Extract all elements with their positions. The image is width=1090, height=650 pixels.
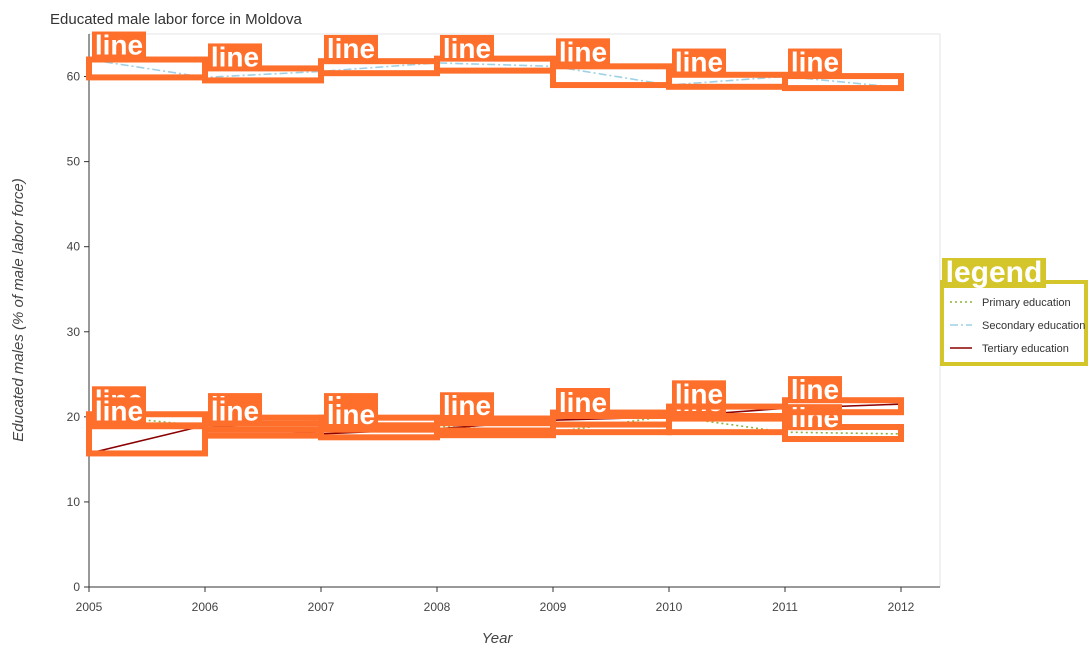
segment-tag: line xyxy=(440,390,494,421)
segment-box xyxy=(86,422,208,457)
segment-box xyxy=(782,424,904,443)
segment-tag-label: line xyxy=(675,47,723,78)
segment-tag-label: line xyxy=(791,402,839,433)
segment-tag-label: line xyxy=(95,395,143,426)
segment-box-rect xyxy=(782,397,904,416)
segment-tag-box xyxy=(672,48,726,75)
y-tick-label: 30 xyxy=(67,325,81,339)
segment-tag-label: line xyxy=(211,395,259,426)
segment-tag: line xyxy=(324,399,378,430)
segment-tag-box xyxy=(788,404,842,431)
x-tick-label: 2008 xyxy=(424,600,451,614)
axes: 0 10 20 30 40 50 60 2005 2006 2007 2008 2009 2010 201… xyxy=(67,34,940,614)
x-tick-label: 2007 xyxy=(308,600,335,614)
segment-tag: line xyxy=(92,395,146,426)
segment-tag: line xyxy=(672,47,726,78)
y-tick-label: 60 xyxy=(67,70,81,84)
segment-tag-box xyxy=(208,43,262,70)
plot-area xyxy=(88,33,941,588)
x-tick-label: 2010 xyxy=(656,600,683,614)
legend-title-box xyxy=(942,258,1046,288)
y-tick-label: 10 xyxy=(67,495,81,509)
y-tick-label: 20 xyxy=(67,410,81,424)
series-line-secondary-education xyxy=(88,58,902,89)
segment-tag-box xyxy=(440,392,494,419)
chart-title: Educated male labor force in Moldova xyxy=(50,11,302,28)
segment-tag-box xyxy=(92,397,146,424)
segment-tag-label: line xyxy=(791,47,839,78)
x-axis-title: Year xyxy=(482,630,514,647)
segment-tag: line xyxy=(440,33,494,64)
segment-tag-box xyxy=(556,388,610,415)
segment-tag: line xyxy=(324,33,378,64)
x-tick-label: 2005 xyxy=(76,600,103,614)
segment-tag: line xyxy=(672,378,726,409)
segment-box xyxy=(782,397,904,416)
segment-tag-label: line xyxy=(95,30,143,61)
segment-tag-label: line xyxy=(327,33,375,64)
segment-tag-box xyxy=(556,38,610,65)
segment-tag-label: line xyxy=(791,374,839,405)
y-axis-title: Educated males (% of male labor force) xyxy=(10,178,27,441)
segment-tag-label: line xyxy=(211,41,259,72)
segment-box-rect xyxy=(86,422,208,457)
segment-tag-box xyxy=(788,376,842,403)
segment-tag-box xyxy=(208,397,262,424)
segment-tag: line xyxy=(92,30,146,61)
x-tick-label: 2009 xyxy=(540,600,567,614)
segment-tag-label: line xyxy=(559,387,607,418)
segment-tag-label: line xyxy=(559,36,607,67)
segment-tag-label: line xyxy=(675,378,723,409)
segment-tag-label: line xyxy=(443,390,491,421)
segment-tag: line xyxy=(208,41,262,72)
segment-tag: line xyxy=(208,395,262,426)
segment-tag-label: line xyxy=(327,399,375,430)
segment-tag: line xyxy=(788,47,842,78)
y-tick-label: 40 xyxy=(67,240,81,254)
segment-tag: line xyxy=(556,387,610,418)
segment-tag-box xyxy=(440,34,494,61)
segment-tag-box xyxy=(788,48,842,75)
segment-tag-box xyxy=(324,34,378,61)
x-tick-label: 2006 xyxy=(192,600,219,614)
segment-tag: line xyxy=(556,36,610,67)
segment-box-rect xyxy=(782,73,904,92)
x-tick-label: 2011 xyxy=(772,600,798,614)
segment-box-rect xyxy=(782,424,904,443)
segment-tag-box xyxy=(92,31,146,58)
segment-tag-box xyxy=(324,400,378,427)
segment-tag-box xyxy=(672,380,726,407)
segment-tag: line xyxy=(788,402,842,433)
legend-title: legend xyxy=(946,256,1043,289)
y-tick-label: 0 xyxy=(73,580,80,594)
segment-tag-label: line xyxy=(443,33,491,64)
segment-box xyxy=(782,73,904,92)
legend-entry-label: Secondary education xyxy=(982,320,1085,332)
x-tick-label: 2012 xyxy=(888,600,915,614)
legend-entry-label: Tertiary education xyxy=(982,343,1069,355)
y-tick-label: 50 xyxy=(67,155,81,169)
legend-frame xyxy=(940,280,1088,366)
legend-entry-label: Primary education xyxy=(982,297,1071,309)
segment-tag: line xyxy=(788,374,842,405)
legend: legend Primary education Secondary educati… xyxy=(940,256,1088,366)
